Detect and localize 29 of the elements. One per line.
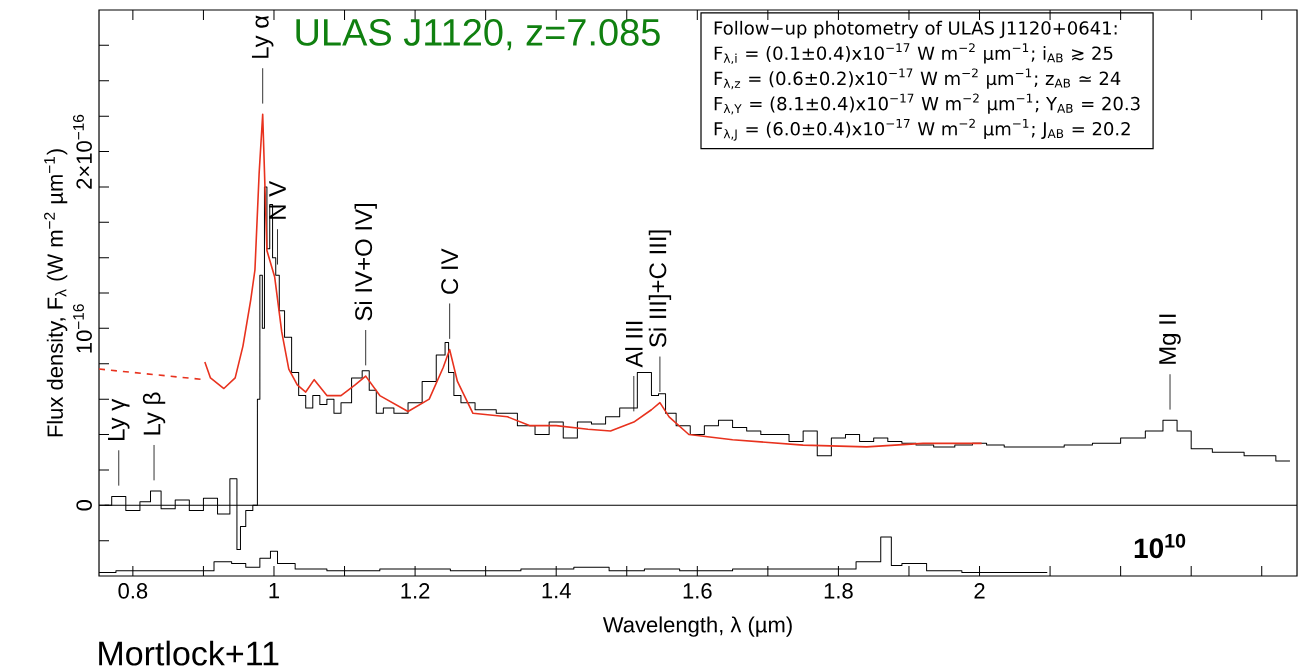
x-tick-label: 0.8	[118, 583, 148, 599]
chart-title: ULAS J1120, z=7.085	[296, 18, 660, 51]
y-axis-title: Flux density, F$_{λ}$ (W m$^{−2}$ µm$^{−1}$)	[44, 149, 68, 437]
annotation: N V	[269, 180, 286, 219]
x-tick-label: 1	[269, 583, 280, 599]
text: F$_{λ,J}$ = (6.0±0.4)x10$^{−17}$ W m$^{−2}$ µm$^{−1}$; J$_{AB}$ = 20.2	[714, 118, 1130, 141]
text: Mortlock+11	[99, 640, 279, 666]
annotation: Si IV+O IV]	[354, 203, 377, 321]
text: F$_{λ,Y}$ = (8.1±0.4)x10$^{−17}$ W m$^{−2}$ µm$^{−1}$; Y$_{AB}$ = 20.3	[714, 93, 1140, 115]
y-tick-label: 10$^{−16}$	[73, 304, 92, 353]
annotation: Ly γ	[108, 398, 130, 440]
y-tick-label: 0	[76, 500, 92, 511]
annotation: Follow−up photometry of ULAS J1120+0641:	[714, 20, 1117, 39]
annotation: Ly β	[142, 392, 166, 435]
x-tick-label: 1.4	[542, 583, 571, 599]
annotation: Si III]+C III]	[648, 230, 672, 348]
annotation: Al III	[625, 321, 643, 368]
x-tick-label: 1.6	[683, 583, 712, 599]
annotation: Ly α	[251, 15, 274, 58]
annotation: C IV	[441, 248, 459, 294]
annotation: 10$^{10}$	[1134, 533, 1186, 559]
x-tick-label: 2	[974, 583, 985, 599]
annotation: Mg II	[1159, 314, 1181, 364]
x-tick-label: 1.2	[401, 583, 430, 599]
text: F$_{λ,i}$ = (0.1±0.4)x10$^{−17}$ W m$^{−2}$ µm$^{−1}$; i$_{AB}$ ≳ 25	[714, 43, 1113, 65]
text: F$_{λ,z}$ = (0.6±0.2)x10$^{−17}$ W m$^{−2}$ µm$^{−1}$; z$_{AB}$ ≃ 24	[714, 68, 1121, 90]
x-axis-title: Wavelength, λ (µm)	[602, 616, 792, 637]
y-tick-label: 2×10$^{−16}$	[73, 114, 92, 189]
x-tick-label: 1.8	[824, 583, 853, 599]
